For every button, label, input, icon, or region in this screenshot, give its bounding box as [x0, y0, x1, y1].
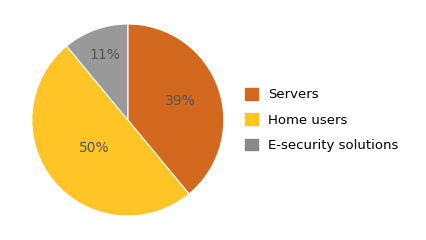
Text: 11%: 11% — [89, 48, 120, 62]
Wedge shape — [66, 24, 128, 120]
Text: 39%: 39% — [165, 94, 196, 108]
Text: 50%: 50% — [79, 141, 110, 155]
Legend: Servers, Home users, E-security solutions: Servers, Home users, E-security solution… — [245, 88, 399, 152]
Wedge shape — [128, 24, 224, 194]
Wedge shape — [32, 46, 189, 216]
